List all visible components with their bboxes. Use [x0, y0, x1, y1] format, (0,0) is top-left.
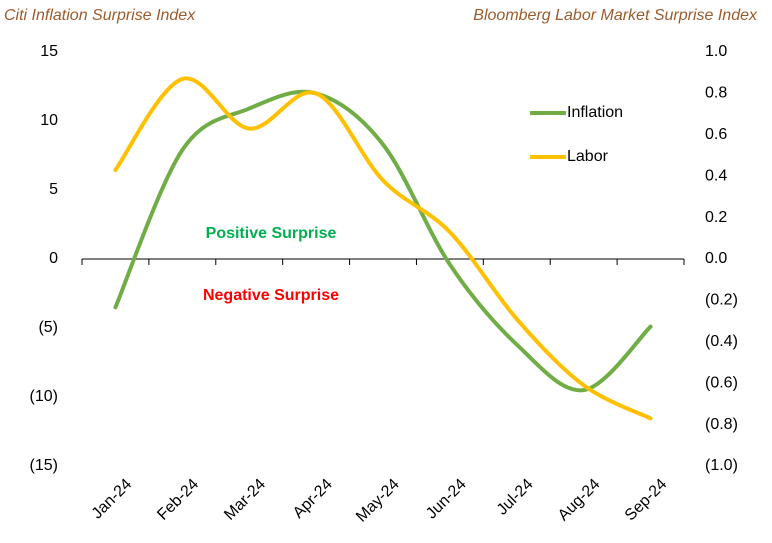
x-tick-label: Apr-24 — [290, 476, 336, 522]
x-tick-label: Jun-24 — [423, 476, 470, 523]
x-tick-label: Jul-24 — [494, 476, 537, 519]
annotation: Positive Surprise — [206, 225, 337, 242]
y2-tick-label: (1.0) — [705, 457, 738, 474]
y2-tick-label: 0.0 — [705, 250, 727, 267]
y-tick-label: (15) — [30, 457, 58, 474]
y2-tick-label: (0.4) — [705, 333, 738, 350]
x-tick-label: Aug-24 — [555, 476, 604, 525]
annotation: Negative Surprise — [203, 287, 339, 304]
y2-tick-label: 0.6 — [705, 126, 727, 143]
x-tick-label: Feb-24 — [154, 476, 202, 524]
y2-tick-label: 0.8 — [705, 85, 727, 102]
x-tick-label: May-24 — [353, 476, 403, 526]
y2-tick-label: (0.8) — [705, 416, 738, 433]
x-tick-label: Sep-24 — [622, 476, 671, 525]
series-line — [113, 76, 653, 421]
y-tick-label: 15 — [40, 43, 58, 60]
y-tick-label: 10 — [40, 112, 58, 129]
y-tick-label: (10) — [30, 388, 58, 405]
y2-tick-label: 0.2 — [705, 209, 727, 226]
x-tick-label: Jan-24 — [89, 476, 136, 523]
y-tick-label: 0 — [49, 250, 58, 267]
y-axis-title: Citi Inflation Surprise Index — [4, 7, 196, 24]
y2-tick-label: 0.4 — [705, 167, 727, 184]
y2-tick-label: (0.2) — [705, 292, 738, 309]
y2-tick-label: 1.0 — [705, 43, 727, 60]
y2-axis-title: Bloomberg Labor Market Surprise Index — [473, 7, 758, 24]
legend-label: Inflation — [567, 104, 623, 121]
x-tick-label: Mar-24 — [221, 476, 269, 524]
series-line — [113, 89, 653, 393]
y2-tick-label: (0.6) — [705, 374, 738, 391]
legend-label: Labor — [567, 148, 609, 165]
y-tick-label: 5 — [49, 181, 58, 198]
y-tick-label: (5) — [38, 319, 58, 336]
